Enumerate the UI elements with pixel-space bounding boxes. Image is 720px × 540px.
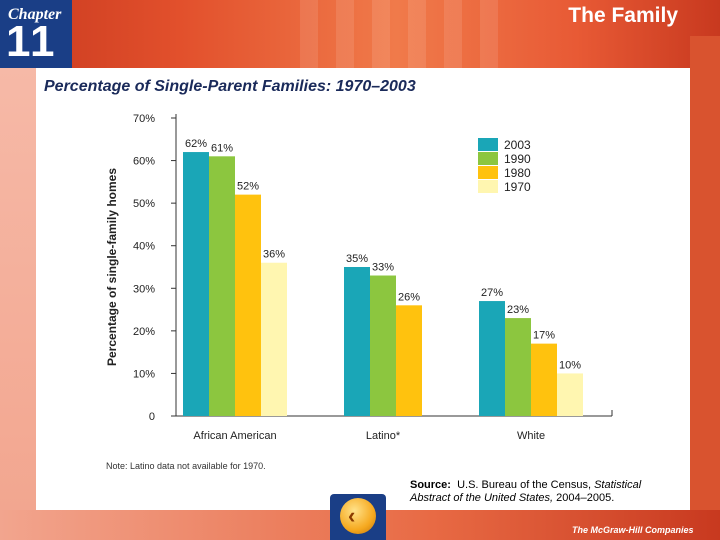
y-tick-label: 20% <box>133 326 155 338</box>
back-arrow-icon: ‹ <box>340 498 376 534</box>
slide-title: Percentage of Single-Parent Families: 19… <box>44 78 416 95</box>
y-tick-label: 0 <box>149 411 155 423</box>
y-tick-label: 50% <box>133 198 155 210</box>
bar-value-label: 23% <box>507 304 529 316</box>
bar-value-label: 10% <box>559 359 581 371</box>
section-title: The Family <box>568 4 678 27</box>
bar-1990-1 <box>370 275 396 416</box>
back-glyph: ‹ <box>348 503 356 528</box>
y-tick-label: 70% <box>133 113 155 125</box>
bar-value-label: 52% <box>237 181 259 193</box>
bar-2003-2 <box>479 301 505 416</box>
right-border <box>690 36 720 540</box>
bar-value-label: 26% <box>398 291 420 303</box>
legend-label-2003: 2003 <box>504 138 531 152</box>
chapter-word: Chapter <box>8 6 62 23</box>
bar-1970-0 <box>261 262 287 416</box>
bar-value-label: 61% <box>211 142 233 154</box>
bar-1980-0 <box>235 194 261 416</box>
category-label: Latino* <box>366 430 401 442</box>
chapter-number: 11 <box>6 17 57 66</box>
legend-swatch-2003 <box>478 138 498 151</box>
bar-1990-0 <box>209 156 235 417</box>
bar-value-label: 36% <box>263 249 285 261</box>
legend-label-1990: 1990 <box>504 152 531 166</box>
legend-swatch-1990 <box>478 152 498 165</box>
legend-swatch-1970 <box>478 180 498 193</box>
back-button[interactable]: ‹ <box>330 494 386 540</box>
source-label: Source: <box>410 479 451 491</box>
y-tick-label: 60% <box>133 156 155 168</box>
header-banner: Chapter 11 The Family <box>0 0 720 68</box>
source-text: U.S. Bureau of the Census, <box>457 479 592 491</box>
bar-2003-0 <box>183 152 209 417</box>
bar-1980-1 <box>396 305 422 416</box>
source-years: 2004–2005. <box>556 492 615 504</box>
legend-label-1970: 1970 <box>504 180 531 194</box>
bar-1980-2 <box>531 343 557 416</box>
bar-value-label: 17% <box>533 330 555 342</box>
left-border <box>0 68 36 540</box>
bar-1990-2 <box>505 318 531 416</box>
legend-label-1980: 1980 <box>504 166 531 180</box>
source-citation: Source: U.S. Bureau of the Census, Stati… <box>410 479 680 505</box>
bar-value-label: 62% <box>185 138 207 150</box>
bar-value-label: 35% <box>346 253 368 265</box>
bar-1970-2 <box>557 373 583 416</box>
banner-decoration <box>300 0 500 68</box>
bar-2003-1 <box>344 267 370 416</box>
chart-note: Note: Latino data not available for 1970… <box>106 461 266 471</box>
category-label: White <box>517 430 545 442</box>
y-tick-label: 10% <box>133 368 155 380</box>
bar-value-label: 33% <box>372 262 394 274</box>
y-tick-label: 30% <box>133 283 155 295</box>
category-label: African American <box>193 430 276 442</box>
y-axis-title: Percentage of single-family homes <box>105 168 119 366</box>
chapter-badge: Chapter 11 <box>0 0 72 68</box>
bar-value-label: 27% <box>481 287 503 299</box>
source-publication: Statistical Abstract of the United State… <box>410 479 642 504</box>
y-tick-label: 40% <box>133 241 155 253</box>
publisher-logo: The McGraw-Hill Companies <box>572 525 694 535</box>
legend-swatch-1980 <box>478 166 498 179</box>
